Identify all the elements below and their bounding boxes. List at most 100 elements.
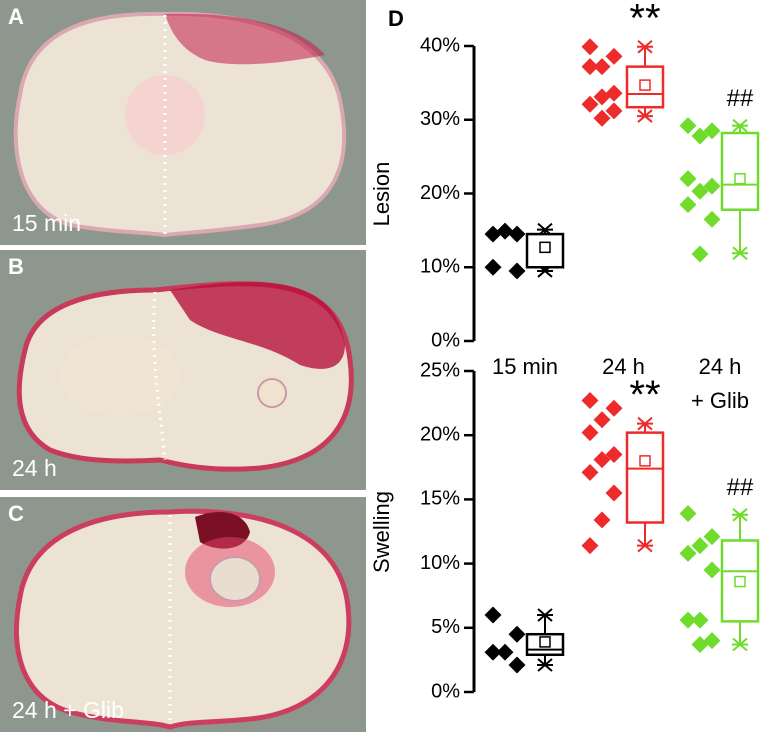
whisker-cap [732,637,748,652]
data-point [703,210,721,228]
y-tick-label: 15% [420,488,460,510]
data-point [605,102,623,120]
whisker-cap [537,608,553,622]
significance-label: ** [629,373,660,417]
data-point [484,225,502,243]
data-point [691,611,709,629]
data-point [581,463,599,481]
data-point [691,636,709,653]
photo-panel: A 15 min [0,0,366,245]
mean-marker [639,79,651,91]
category-label: 15 min [491,354,559,379]
box [625,65,665,109]
data-point [593,88,611,106]
data-point [581,392,599,410]
y-tick-label: 30% [420,108,460,130]
data-point [679,117,697,135]
data-point [679,505,697,523]
data-point [496,643,514,661]
significance-label: ## [727,85,754,112]
category-label: 24 h [602,354,645,379]
data-point [484,643,502,661]
data-point [679,196,697,214]
data-point [508,225,526,243]
data-point [581,95,599,113]
data-point [581,537,599,555]
panel-label: B [8,254,24,279]
data-point [691,182,709,200]
data-point [691,127,709,145]
photo-panel: B 24 h [0,250,366,490]
whisker-cap [637,416,653,431]
data-point [508,656,526,674]
panel-label: D [388,6,404,31]
mean-marker [539,241,551,254]
data-point [703,177,721,195]
data-point [605,399,623,417]
mean-marker [639,455,651,467]
y-tick-label: 20% [420,182,460,204]
panel-caption: 15 min [12,210,82,236]
brain-image [0,0,366,245]
data-point [496,222,514,240]
box [720,131,760,211]
data-point [484,606,502,624]
data-point [679,170,697,188]
y-axis-label: Swelling [369,491,394,573]
data-point [605,484,623,502]
data-point [593,511,611,529]
category-label: 24 h + Glib [690,354,750,413]
data-point [581,38,599,56]
mean-marker [734,173,746,185]
whisker-cap [732,508,748,522]
data-point [581,424,599,442]
data-point [703,528,721,546]
mean-marker [539,636,551,648]
y-tick-label: 40% [420,34,460,56]
whisker-cap [732,246,748,260]
data-point [593,451,611,469]
data-point [605,47,623,65]
y-tick-label: 20% [420,423,460,445]
panel-label: A [8,4,24,29]
data-point [691,537,709,555]
data-point [508,262,526,280]
whisker-cap [637,39,653,54]
data-point [593,58,611,76]
whisker-cap [537,658,553,672]
data-point [508,625,526,643]
data-point [581,58,599,76]
data-point [593,109,611,127]
significance-label: ## [727,474,754,501]
y-tick-label: 0% [431,680,460,702]
y-tick-label: 25% [420,359,460,381]
data-point [679,544,697,562]
data-point [691,245,709,263]
panel-caption: 24 h + Glib [12,697,124,723]
data-point [605,445,623,463]
box [525,232,565,269]
box [720,539,760,623]
y-axis-label: Lesion [369,162,394,227]
data-point [679,611,697,629]
panel-caption: 24 h [12,455,57,481]
brain-image [0,250,366,490]
y-tick-label: 0% [431,329,460,351]
data-point [703,561,721,579]
whisker-cap [732,118,748,133]
data-point [484,258,502,276]
whisker-cap [637,538,653,553]
significance-label: ** [629,0,660,40]
data-point [703,122,721,140]
panel-label: C [8,501,24,526]
box [625,431,665,524]
brain-image [0,497,366,732]
y-tick-label: 5% [431,616,460,638]
photo-panel: C 24 h + Glib [0,497,366,732]
mean-marker [734,575,746,588]
y-tick-label: 10% [420,552,460,574]
y-tick-label: 10% [420,256,460,278]
data-point [593,411,611,429]
